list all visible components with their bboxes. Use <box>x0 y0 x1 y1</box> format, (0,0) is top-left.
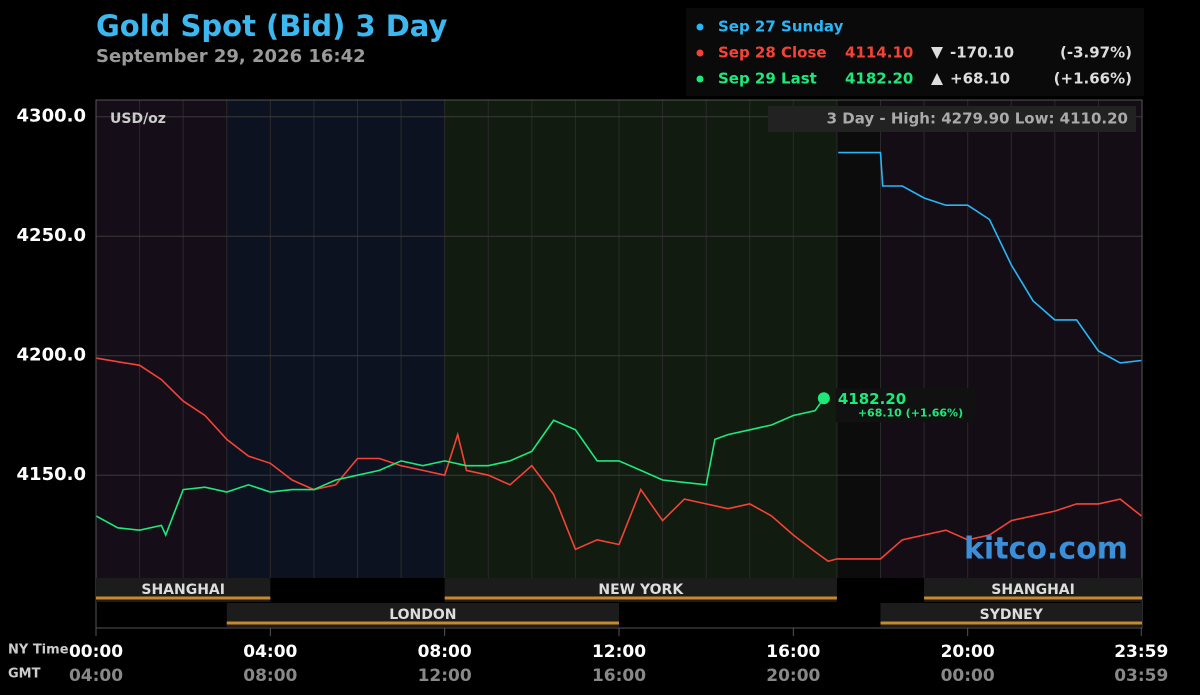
y-tick-label: 4200.0 <box>17 345 86 366</box>
price-line <box>95 397 825 538</box>
x-tick-label: 04:00 <box>243 642 297 662</box>
y-tick-label: 4150.0 <box>17 464 86 485</box>
grid <box>95 100 1142 578</box>
legend-change: +68.10 <box>950 70 1010 88</box>
x2-tick-label: 12:00 <box>418 666 472 686</box>
legend-name: Sep 27 Sunday <box>718 18 844 36</box>
legend-price: 4114.10 <box>845 44 913 62</box>
legend-change: -170.10 <box>950 44 1014 62</box>
session-label: LONDON <box>389 607 456 623</box>
x-axis-label: NY Time <box>8 643 69 658</box>
session-label: SHANGHAI <box>141 582 225 598</box>
range-box <box>768 106 1136 132</box>
legend-arrow <box>931 47 943 59</box>
last-label: 4182.20 <box>838 390 906 408</box>
last-marker <box>817 392 830 405</box>
session-label: NEW YORK <box>598 582 684 598</box>
x2-tick-label: 04:00 <box>69 666 123 686</box>
session-band <box>96 100 227 578</box>
legend-dot <box>696 23 704 31</box>
session-band <box>444 100 837 578</box>
last-box <box>835 388 976 423</box>
x2-tick-label: 20:00 <box>766 666 820 686</box>
legend-name: Sep 28 Close <box>718 44 827 62</box>
legend-price: 4182.20 <box>845 70 913 88</box>
session-band <box>226 100 445 578</box>
range-note: 3 Day - High: 4279.90 Low: 4110.20 <box>827 110 1128 128</box>
x-tick-label: 20:00 <box>941 642 995 662</box>
legend-change-pct: (+1.66%) <box>1054 70 1132 88</box>
y-tick-label: 4250.0 <box>17 225 86 246</box>
x2-tick-label: 03:59 <box>1114 666 1168 686</box>
y-tick-label: 4300.0 <box>17 106 86 127</box>
price-line <box>838 151 1142 364</box>
chart-subtitle: September 29, 2026 16:42 <box>96 46 366 67</box>
x-tick-label: 08:00 <box>418 642 472 662</box>
x2-tick-label: 08:00 <box>243 666 297 686</box>
legend-dot <box>696 75 704 83</box>
x2-axis-label: GMT <box>8 667 41 682</box>
session-label: SHANGHAI <box>991 582 1075 598</box>
x-tick-label: 12:00 <box>592 642 646 662</box>
x-tick-label: 16:00 <box>766 642 820 662</box>
unit-label: USD/oz <box>110 111 166 127</box>
session-label: SYDNEY <box>980 607 1044 623</box>
legend-dot <box>696 49 704 57</box>
chart-title: Gold Spot (Bid) 3 Day <box>96 9 447 43</box>
legend-change-pct: (-3.97%) <box>1060 44 1132 62</box>
legend-box <box>686 8 1144 96</box>
session-band <box>836 100 881 578</box>
x2-tick-label: 00:00 <box>941 666 995 686</box>
x-tick-label: 00:00 <box>69 642 123 662</box>
legend-name: Sep 29 Last <box>718 70 817 88</box>
watermark: kitco.com <box>964 532 1128 567</box>
last-change-label: +68.10 (+1.66%) <box>858 406 963 419</box>
legend-arrow <box>931 73 943 85</box>
lines <box>95 151 1142 563</box>
x2-tick-label: 16:00 <box>592 666 646 686</box>
x-tick-label: 23:59 <box>1114 642 1168 662</box>
price-line <box>95 357 1142 563</box>
